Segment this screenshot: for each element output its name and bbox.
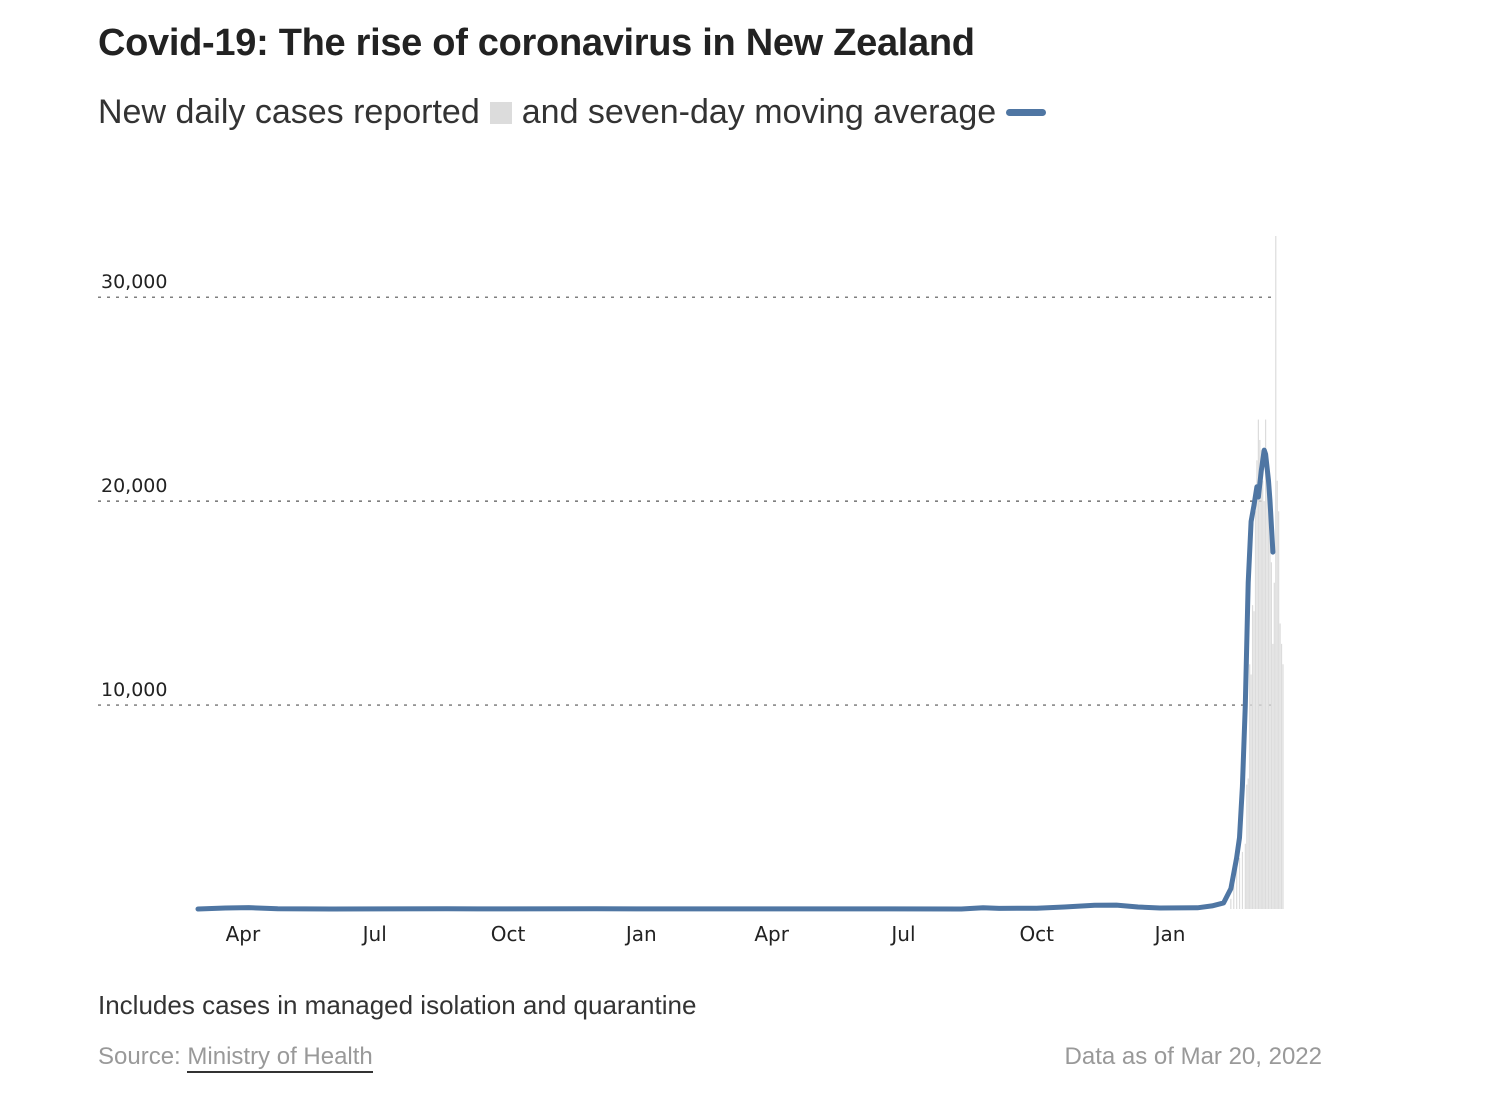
daily-bar (1238, 858, 1241, 909)
daily-case-bars (1230, 236, 1284, 909)
daily-bar (1236, 868, 1238, 909)
daily-bar (1273, 582, 1275, 909)
bar-legend-swatch (489, 101, 512, 124)
daily-bar (1253, 611, 1255, 909)
grid-lines: 10,000 20,000 30,000 (98, 271, 1275, 706)
source-credit: Source: Ministry of Health (98, 1043, 373, 1073)
x-tick-label: Jul (361, 922, 387, 946)
daily-bar (1256, 460, 1258, 909)
chart-note: Includes cases in managed isolation and … (98, 990, 697, 1020)
daily-bar (1260, 450, 1262, 909)
source-link[interactable]: Ministry of Health (187, 1043, 373, 1073)
subtitle-line-label: and seven-day moving average (521, 93, 997, 131)
line-legend-swatch (1006, 109, 1047, 116)
daily-bar (1246, 784, 1248, 909)
daily-bar (1250, 674, 1252, 909)
x-tick-label: Jan (624, 922, 657, 946)
daily-bar (1230, 898, 1232, 909)
daily-bar (1247, 778, 1249, 909)
daily-bar (1249, 664, 1251, 909)
daily-bar (1275, 236, 1277, 909)
daily-bar (1280, 643, 1283, 909)
x-tick-label: Apr (754, 922, 789, 946)
daily-bar (1257, 419, 1259, 909)
daily-bar (1265, 419, 1267, 909)
y-tick-label: 30,000 (101, 271, 167, 293)
daily-bar (1270, 562, 1273, 909)
daily-bar (1279, 623, 1281, 909)
daily-bar (1272, 643, 1274, 909)
source-prefix: Source: (98, 1043, 188, 1070)
daily-bar (1278, 511, 1280, 909)
daily-bar (1267, 501, 1270, 909)
daily-bar (1244, 843, 1246, 909)
x-tick-label: Oct (1019, 922, 1054, 946)
x-tick-label: Jul (889, 922, 915, 946)
daily-bar (1254, 511, 1257, 909)
y-tick-label: 20,000 (101, 475, 167, 497)
x-tick-label: Oct (491, 922, 526, 946)
daily-bar (1276, 480, 1278, 909)
daily-bar (1251, 605, 1254, 909)
daily-bar (1259, 439, 1261, 909)
subtitle-bars-label: New daily cases reported (98, 93, 480, 131)
x-tick-label: Apr (226, 922, 261, 946)
daily-bar (1282, 664, 1284, 909)
x-axis: Apr Jul Oct Jan Apr Jul Oct Jan (226, 922, 1186, 946)
daily-bar (1233, 884, 1235, 909)
daily-bar (1241, 851, 1244, 909)
daily-bar (1269, 511, 1271, 909)
daily-bar (1266, 480, 1268, 909)
daily-bar (1262, 480, 1264, 909)
daily-bar (1263, 501, 1265, 909)
chart-title: Covid-19: The rise of coronavirus in New… (98, 22, 975, 64)
x-tick-label: Jan (1153, 922, 1186, 946)
moving-average-line (195, 447, 1276, 912)
average-line-path (195, 447, 1276, 912)
chart-subtitle: New daily cases reported and seven-day m… (98, 93, 1047, 132)
data-as-of: Data as of Mar 20, 2022 (1064, 1043, 1322, 1070)
y-tick-label: 10,000 (101, 679, 167, 701)
